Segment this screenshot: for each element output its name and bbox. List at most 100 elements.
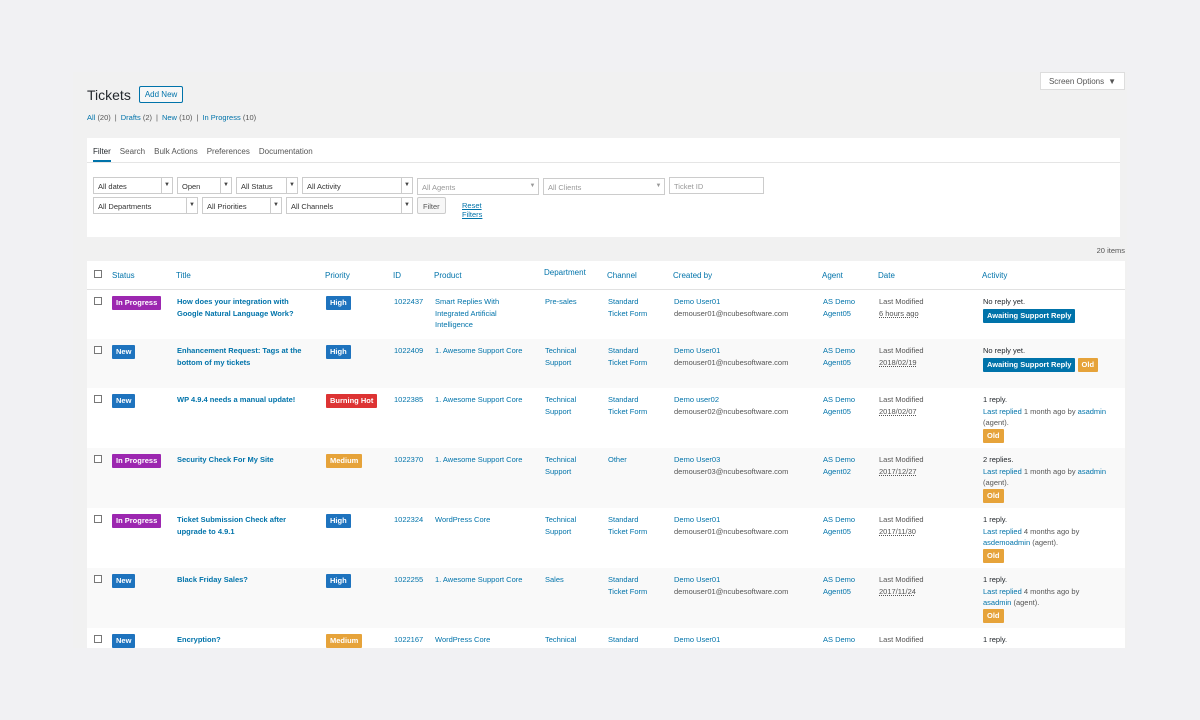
reset-filters-link[interactable]: Reset Filters bbox=[462, 201, 483, 219]
channel-link-line2[interactable]: Ticket Form bbox=[608, 357, 648, 367]
column-title[interactable]: Title bbox=[176, 271, 191, 280]
ticket-title-link[interactable]: Encryption? bbox=[177, 635, 221, 644]
agent-link[interactable]: AS Demo bbox=[823, 395, 856, 404]
department-link-line2[interactable]: Support bbox=[545, 406, 572, 416]
row-checkbox[interactable] bbox=[94, 635, 102, 643]
screen-options-button[interactable]: Screen Options ▼ bbox=[1040, 72, 1125, 90]
created-by-link[interactable]: Demo User03 bbox=[674, 455, 721, 464]
column-status[interactable]: Status bbox=[112, 271, 135, 280]
channel-link-line2[interactable]: Ticket Form bbox=[608, 406, 648, 416]
column-product[interactable]: Product bbox=[434, 271, 462, 280]
ticket-id-input[interactable]: Ticket ID bbox=[669, 177, 764, 194]
filter-button[interactable]: Filter bbox=[417, 197, 446, 214]
last-replied-link[interactable]: Last replied bbox=[983, 526, 1022, 536]
department-link-line2[interactable]: Support bbox=[545, 357, 572, 367]
channel-link[interactable]: Standard bbox=[608, 297, 639, 306]
ticket-id-link[interactable]: 1022255 bbox=[394, 575, 424, 584]
ticket-title-link[interactable]: Black Friday Sales? bbox=[177, 575, 248, 584]
channel-link[interactable]: Standard bbox=[608, 346, 639, 355]
ticket-title-link[interactable]: Ticket Submission Check after bbox=[177, 515, 287, 524]
reply-author-link[interactable]: asadmin bbox=[1077, 466, 1107, 476]
agent-link-line2[interactable]: Agent05 bbox=[823, 526, 851, 536]
created-by-link[interactable]: Demo User01 bbox=[674, 575, 721, 584]
reply-author-link[interactable]: asdemoadmin bbox=[983, 538, 1031, 547]
department-link-line2[interactable]: Support bbox=[545, 526, 572, 536]
row-checkbox[interactable] bbox=[94, 455, 102, 463]
department-link-line2[interactable]: Support bbox=[545, 466, 572, 476]
column-priority[interactable]: Priority bbox=[325, 271, 350, 280]
ticket-title-link[interactable]: Enhancement Request: Tags at the bbox=[177, 346, 302, 355]
created-by-link[interactable]: Demo User01 bbox=[674, 635, 721, 644]
agent-link-line2[interactable]: Agent05 bbox=[823, 406, 851, 416]
product-link[interactable]: 1. Awesome Support Core bbox=[435, 346, 523, 355]
row-checkbox[interactable] bbox=[94, 346, 102, 354]
row-checkbox[interactable] bbox=[94, 515, 102, 523]
product-link[interactable]: WordPress Core bbox=[435, 635, 491, 644]
row-checkbox[interactable] bbox=[94, 575, 102, 583]
row-checkbox[interactable] bbox=[94, 297, 102, 305]
product-link-line3[interactable]: Intelligence bbox=[435, 320, 473, 329]
department-link[interactable]: Pre-sales bbox=[545, 297, 577, 306]
add-new-button[interactable]: Add New bbox=[138, 86, 184, 103]
last-replied-link[interactable]: Last replied bbox=[983, 406, 1022, 416]
product-link[interactable]: 1. Awesome Support Core bbox=[435, 455, 523, 464]
channel-link-line2[interactable]: Ticket Form bbox=[608, 526, 648, 536]
department-link[interactable]: Technical bbox=[545, 395, 577, 404]
created-by-link[interactable]: Demo user02 bbox=[674, 395, 720, 404]
product-link[interactable]: WordPress Core bbox=[435, 515, 491, 524]
ticket-title-link-line2[interactable]: bottom of my tickets bbox=[177, 357, 251, 367]
department-link[interactable]: Technical bbox=[545, 635, 577, 644]
last-replied-link[interactable]: Last replied bbox=[983, 466, 1022, 476]
reply-author-link[interactable]: asadmin bbox=[1077, 406, 1107, 416]
priorities-select[interactable]: All Priorities ▼ bbox=[202, 197, 282, 214]
agent-link[interactable]: AS Demo bbox=[823, 346, 856, 355]
activity-select[interactable]: All Activity ▼ bbox=[302, 177, 413, 194]
state-select[interactable]: Open ▼ bbox=[177, 177, 232, 194]
channel-link[interactable]: Standard bbox=[608, 575, 639, 584]
ticket-id-link[interactable]: 1022370 bbox=[394, 455, 424, 464]
channel-link[interactable]: Standard bbox=[608, 395, 639, 404]
ticket-title-link[interactable]: How does your integration with bbox=[177, 297, 289, 306]
channel-link[interactable]: Standard bbox=[608, 635, 639, 644]
created-by-link[interactable]: Demo User01 bbox=[674, 346, 721, 355]
channel-link[interactable]: Standard bbox=[608, 515, 639, 524]
agent-link[interactable]: AS Demo bbox=[823, 635, 856, 644]
clients-select[interactable]: All Clients ▼ bbox=[543, 178, 665, 195]
column-created-by[interactable]: Created by bbox=[673, 271, 713, 280]
status-select[interactable]: All Status ▼ bbox=[236, 177, 298, 194]
product-link-line2[interactable]: Integrated Artificial bbox=[435, 308, 497, 318]
agent-link[interactable]: AS Demo bbox=[823, 575, 856, 584]
column-date[interactable]: Date bbox=[878, 271, 895, 280]
created-by-link[interactable]: Demo User01 bbox=[674, 297, 721, 306]
ticket-title-link-line2[interactable]: Google Natural Language Work? bbox=[177, 308, 294, 318]
tab-bulk-actions[interactable]: Bulk Actions bbox=[154, 147, 198, 156]
department-link[interactable]: Sales bbox=[545, 575, 564, 584]
agent-link-line2[interactable]: Agent05 bbox=[823, 308, 851, 318]
view-new-link[interactable]: New bbox=[161, 113, 177, 122]
department-link-line2[interactable]: Support bbox=[545, 646, 576, 649]
department-link[interactable]: Technical bbox=[545, 515, 577, 524]
departments-select[interactable]: All Departments ▼ bbox=[93, 197, 198, 214]
ticket-id-link[interactable]: 1022324 bbox=[394, 515, 424, 524]
department-link[interactable]: Technical bbox=[545, 455, 577, 464]
tab-filter[interactable]: Filter bbox=[93, 147, 111, 162]
ticket-title-link[interactable]: WP 4.9.4 needs a manual update! bbox=[177, 395, 296, 404]
agent-link-line2[interactable]: Agent05 bbox=[823, 586, 851, 596]
ticket-title-link-line2[interactable]: upgrade to 4.9.1 bbox=[177, 526, 235, 536]
column-id[interactable]: ID bbox=[393, 271, 401, 280]
tab-preferences[interactable]: Preferences bbox=[206, 147, 250, 156]
ticket-id-link[interactable]: 1022437 bbox=[394, 297, 424, 306]
ticket-id-link[interactable]: 1022385 bbox=[394, 395, 424, 404]
product-link[interactable]: 1. Awesome Support Core bbox=[435, 575, 523, 584]
column-department[interactable]: Department bbox=[544, 268, 586, 277]
ticket-title-link[interactable]: Security Check For My Site bbox=[177, 455, 274, 464]
department-link[interactable]: Technical bbox=[545, 346, 577, 355]
channel-link-line2[interactable]: Ticket Form bbox=[608, 586, 648, 596]
reply-author-link[interactable]: asadmin bbox=[983, 598, 1012, 607]
agent-link[interactable]: AS Demo bbox=[823, 515, 856, 524]
agent-link-line2[interactable]: Agent02 bbox=[823, 466, 851, 476]
dates-select[interactable]: All dates ▼ bbox=[93, 177, 173, 194]
channels-select[interactable]: All Channels ▼ bbox=[286, 197, 413, 214]
view-drafts-link[interactable]: Drafts bbox=[120, 113, 141, 122]
tab-documentation[interactable]: Documentation bbox=[258, 147, 313, 156]
